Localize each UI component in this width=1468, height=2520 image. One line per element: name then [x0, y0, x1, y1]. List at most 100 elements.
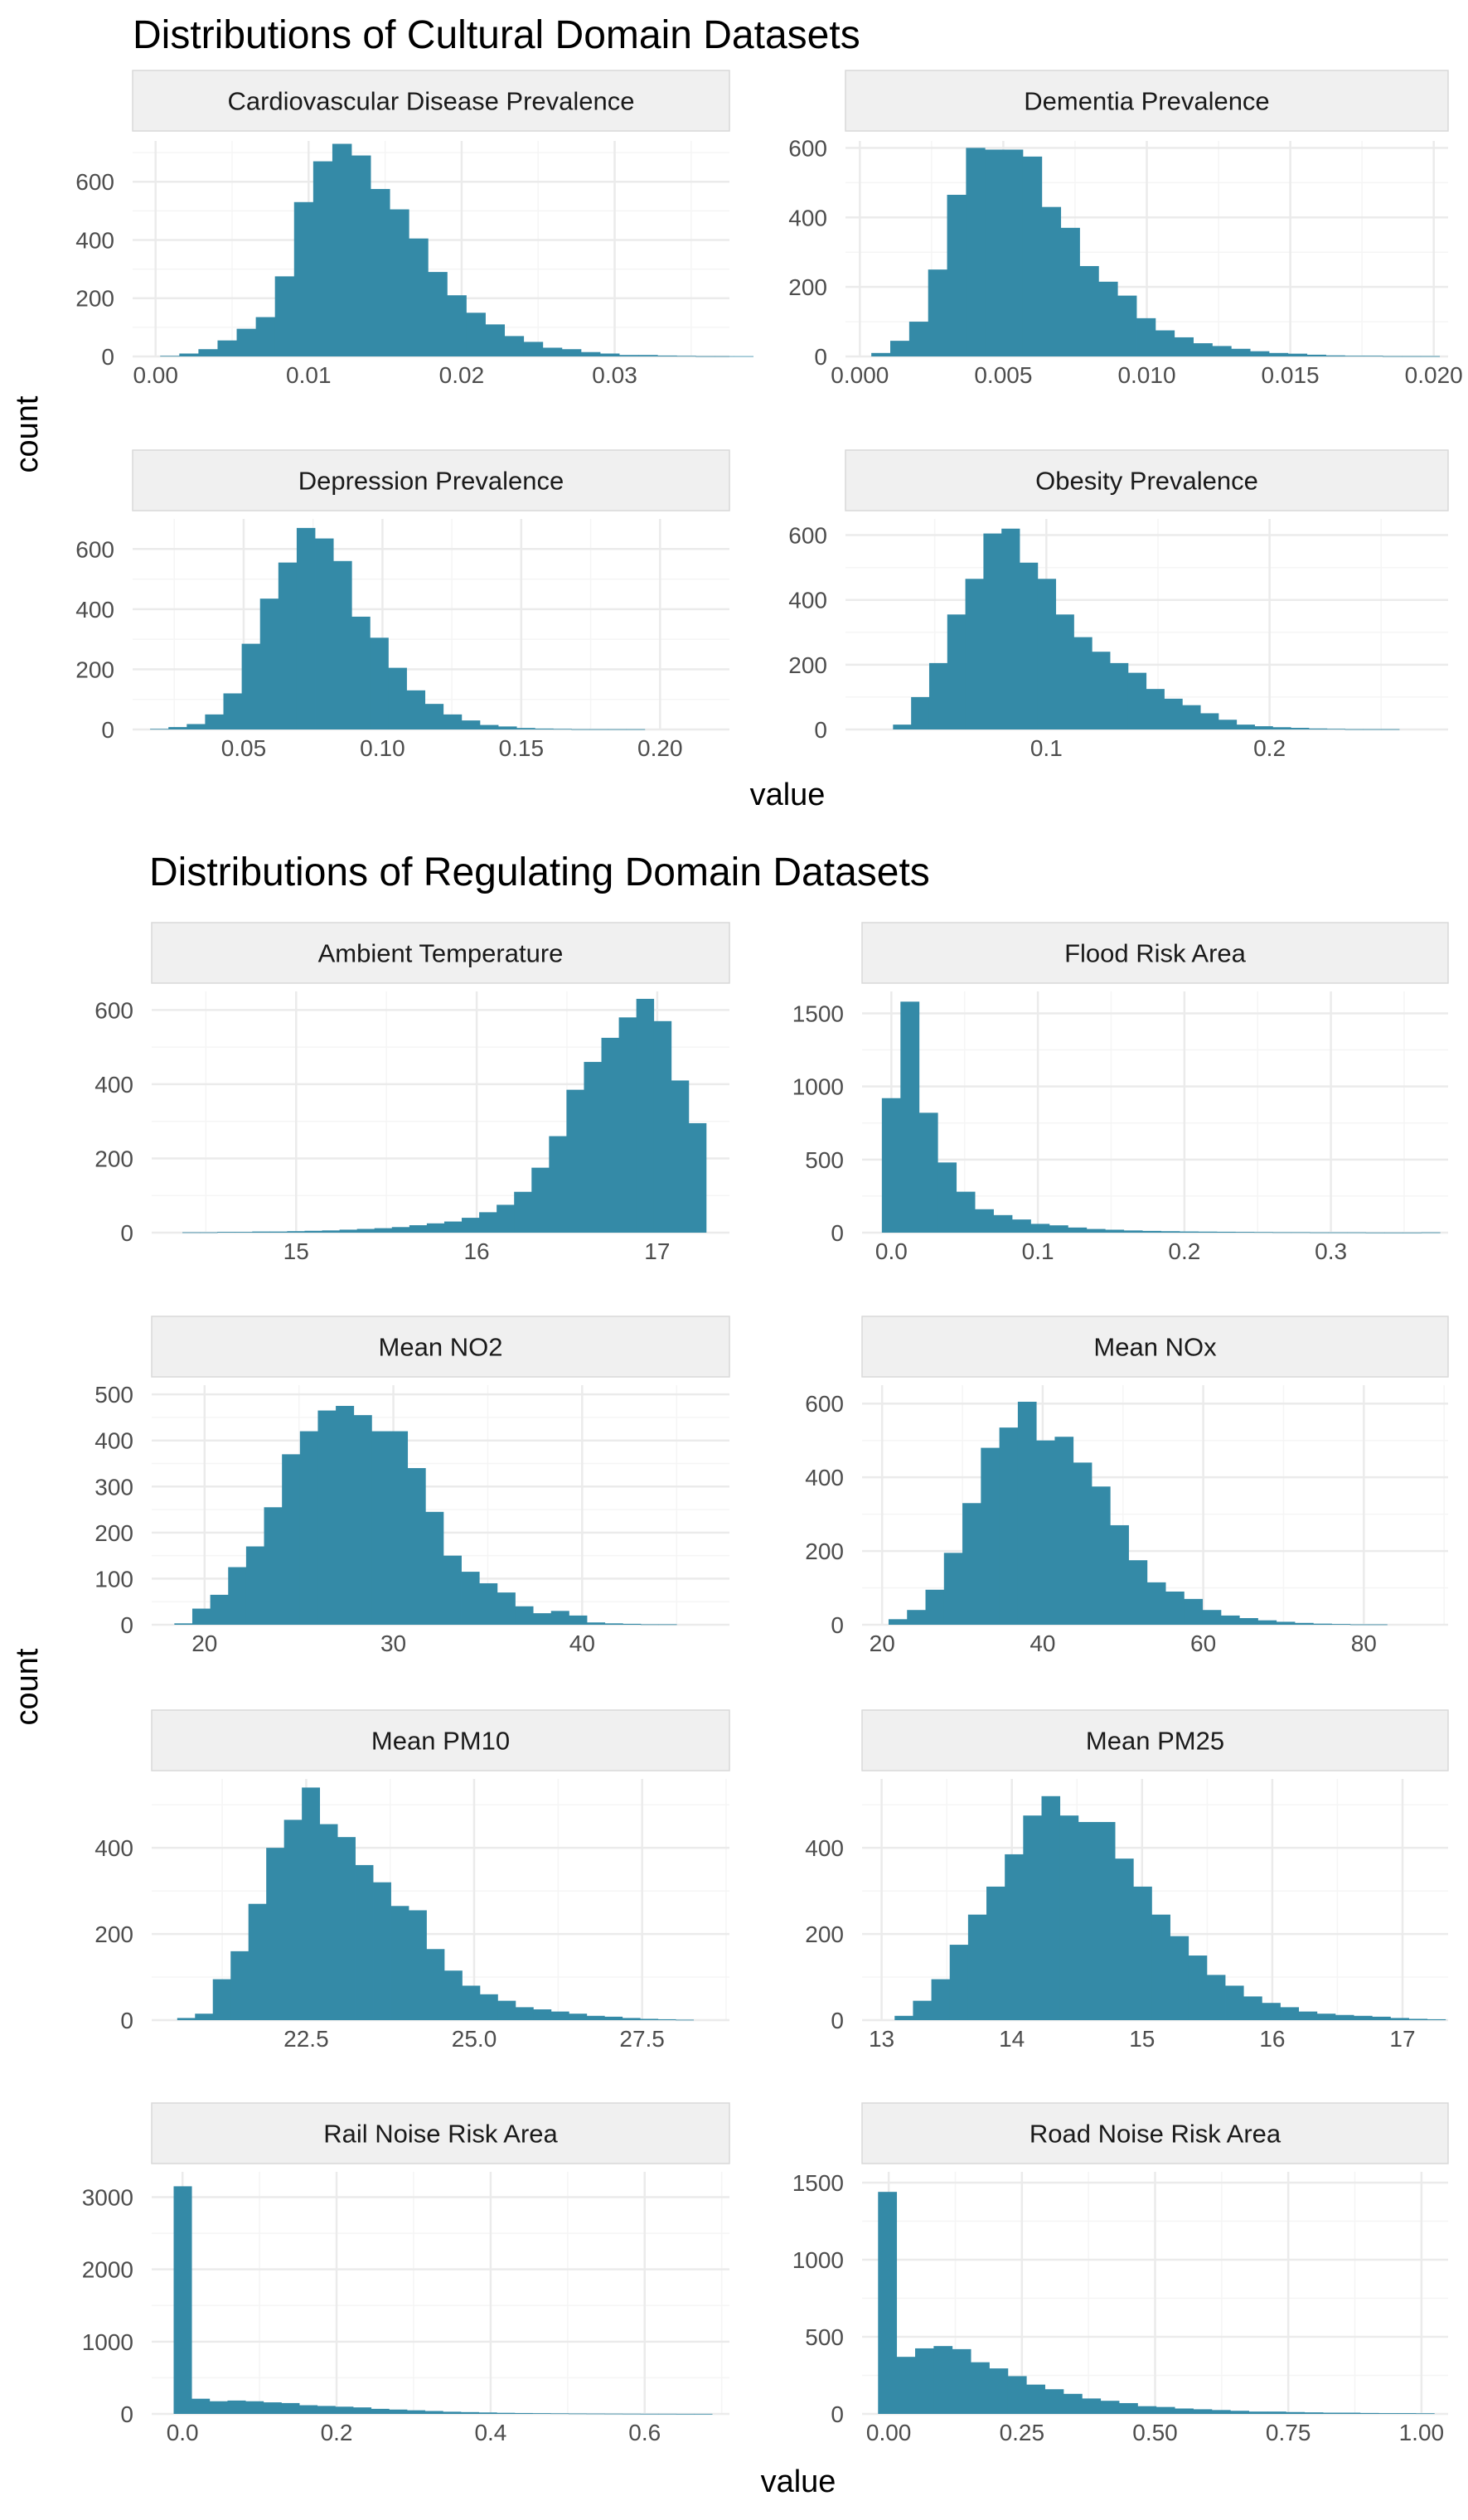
- histogram-bar: [269, 1231, 288, 1233]
- histogram-bar: [1175, 2408, 1194, 2414]
- histogram-bar: [191, 2398, 211, 2414]
- histogram-bar: [228, 1567, 247, 1625]
- histogram-bar: [391, 1227, 410, 1233]
- y-tick-label: 400: [94, 1072, 133, 1098]
- histogram-bar: [999, 1427, 1019, 1625]
- facet-strip: [845, 449, 1449, 511]
- histogram-bar: [1165, 1591, 1185, 1625]
- histogram-bar: [461, 1572, 480, 1625]
- histogram-bar: [355, 1864, 374, 2020]
- y-tick-label: 200: [788, 652, 827, 678]
- x-tick-label: 0.010: [1117, 362, 1175, 388]
- histogram-bar: [1136, 317, 1156, 356]
- x-tick-label: 40: [569, 1631, 595, 1656]
- histogram-bar: [1408, 2018, 1428, 2020]
- x-tick-label: 17: [644, 1238, 670, 1264]
- histogram-bar: [1160, 1231, 1180, 1233]
- x-tick-label: 0.01: [286, 362, 332, 388]
- histogram-bar: [913, 2000, 932, 2020]
- histogram-bar: [618, 1017, 637, 1233]
- panel: Dementia Prevalence 0.000 0.005 0.010 0.015 0…: [788, 70, 1463, 388]
- histogram-bar: [1082, 2398, 1102, 2414]
- histogram-bar: [533, 2009, 552, 2020]
- histogram-bar: [443, 1555, 462, 1625]
- y-tick-label: 0: [831, 1220, 844, 1246]
- histogram-bar: [205, 714, 224, 729]
- histogram-bar: [1078, 1821, 1097, 2020]
- histogram-bar: [1049, 1225, 1068, 1233]
- histogram-bar: [967, 1914, 987, 2020]
- histogram-bar: [871, 352, 891, 356]
- histogram-bar: [640, 2413, 659, 2415]
- histogram-bar: [406, 2410, 426, 2414]
- y-tick-label: 400: [805, 1465, 844, 1490]
- histogram-bar: [390, 209, 409, 356]
- histogram-bar: [943, 1553, 963, 1625]
- histogram-bar: [168, 727, 187, 729]
- histogram-bar: [925, 1589, 945, 1625]
- histogram-bar: [1254, 726, 1273, 729]
- x-tick-label: 0.00: [133, 362, 178, 388]
- histogram-bar: [1248, 2411, 1268, 2414]
- histogram-bar: [604, 2016, 623, 2020]
- histogram-bar: [236, 328, 257, 356]
- histogram-bar: [896, 2357, 916, 2414]
- histogram-bar: [638, 355, 658, 356]
- x-tick-label: 17: [1389, 2026, 1415, 2052]
- histogram-bar: [217, 1232, 235, 1233]
- histogram-bar: [1184, 1598, 1204, 1625]
- histogram-bar: [1156, 2406, 1175, 2414]
- y-tick-label: 0: [120, 2008, 133, 2033]
- y-tick-label: 0: [101, 717, 114, 743]
- histogram-bar: [1119, 2402, 1138, 2414]
- histogram-bar: [191, 1608, 211, 1625]
- y-tick-label: 600: [788, 135, 827, 161]
- histogram-bar: [217, 340, 237, 356]
- histogram-bar: [1174, 337, 1194, 356]
- histogram-bar: [1110, 662, 1129, 729]
- x-tick-label: 0.6: [628, 2420, 661, 2445]
- histogram-bar: [373, 1882, 391, 2020]
- y-tick-label: 0: [120, 1612, 133, 1638]
- histogram-bar: [1372, 2016, 1391, 2020]
- histogram-bar: [636, 998, 655, 1233]
- facet-title: Mean NO2: [379, 1333, 503, 1362]
- histogram-bar: [676, 2413, 695, 2415]
- panel: Obesity Prevalence 0.1 0.2 0 200 400 600: [788, 449, 1449, 761]
- panel: Depression Prevalence 0.05 0.10 0.15 0.20 0 20…: [75, 449, 730, 761]
- y-tick-label: 400: [94, 1835, 133, 1861]
- histogram-bar: [734, 356, 754, 357]
- panel: Cardiovascular Disease Prevalence 0.00 0.0…: [75, 70, 754, 388]
- histogram-bar: [878, 2192, 898, 2414]
- histogram-bar: [1212, 346, 1232, 356]
- y-tick-label: 200: [75, 657, 114, 682]
- x-tick-label: 0.10: [360, 735, 405, 761]
- histogram-bar: [542, 347, 563, 356]
- histogram-bar: [601, 1037, 619, 1233]
- histogram-bar: [1098, 281, 1118, 356]
- histogram-bar: [568, 2413, 587, 2415]
- histogram-bar: [337, 1837, 356, 2020]
- histogram-bar: [447, 295, 467, 356]
- histogram-bars: [878, 2192, 1435, 2415]
- histogram-bar: [317, 1410, 337, 1625]
- histogram-bar: [209, 2401, 228, 2414]
- histogram-bar: [1117, 295, 1137, 356]
- histogram-bar: [1427, 2018, 1446, 2020]
- histogram-bar: [569, 2014, 588, 2020]
- histogram-bar: [371, 2408, 390, 2414]
- y-tick-label: 200: [805, 1922, 844, 1947]
- histogram-bar: [626, 729, 646, 730]
- histogram-bar: [640, 1624, 659, 1626]
- histogram-bar: [694, 2413, 713, 2415]
- y-tick-label: 600: [788, 523, 827, 549]
- histogram-bar: [460, 2411, 479, 2414]
- histogram-bar: [586, 2413, 605, 2415]
- histogram-bar: [888, 1619, 908, 1625]
- histogram-bar: [1022, 156, 1043, 356]
- x-tick-label: 0.1: [1030, 735, 1063, 761]
- y-tick-label: 200: [788, 274, 827, 300]
- histogram-bars: [150, 527, 646, 730]
- facet-strip: [861, 2102, 1449, 2164]
